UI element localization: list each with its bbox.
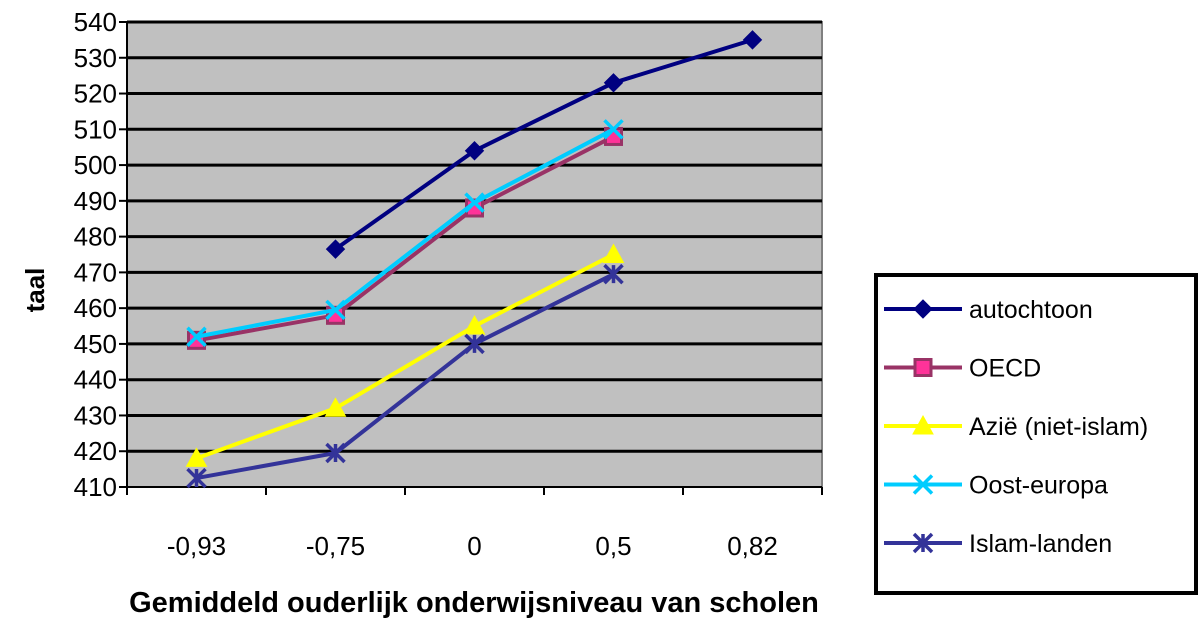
legend-marker [915,360,931,376]
legend-label: OECD [969,355,1041,383]
x-tick-label: 0,82 [727,531,778,561]
legend-label: Oost-europa [969,472,1108,500]
y-tick-label: 520 [74,79,117,109]
y-tick-label: 470 [74,257,117,287]
x-tick-label: -0,75 [306,531,365,561]
legend: autochtoon OECD Azië (niet-islam) Oost-euro… [876,275,1196,593]
x-tick-label: 0,5 [595,531,631,561]
x-tick-labels: -0,93 -0,75 0 0,5 0,82 [167,531,778,561]
legend-label: autochtoon [969,296,1093,324]
y-tick-label: 460 [74,293,117,323]
y-tick-label: 530 [74,43,117,73]
legend-label: Azië (niet-islam) [969,413,1148,441]
y-tick-label: 410 [74,472,117,502]
x-tick-label: -0,93 [167,531,226,561]
y-axis-label: taal [20,268,50,313]
y-tick-label: 420 [74,436,117,466]
y-tick-label: 450 [74,329,117,359]
y-tick-label: 540 [74,7,117,37]
y-tick-label: 480 [74,222,117,252]
y-tick-label: 430 [74,400,117,430]
legend-label: Islam-landen [969,530,1112,558]
x-tick-label: 0 [467,531,481,561]
y-tick-labels: 410 420 430 440 450 460 470 480 490 500 510 520 530 5… [74,7,117,502]
plot-area [127,22,822,487]
y-tick-label: 490 [74,186,117,216]
y-tick-label: 440 [74,365,117,395]
y-tick-label: 500 [74,150,117,180]
x-axis-label: Gemiddeld ouderlijk onderwijsniveau van … [129,587,819,619]
y-tick-label: 510 [74,114,117,144]
